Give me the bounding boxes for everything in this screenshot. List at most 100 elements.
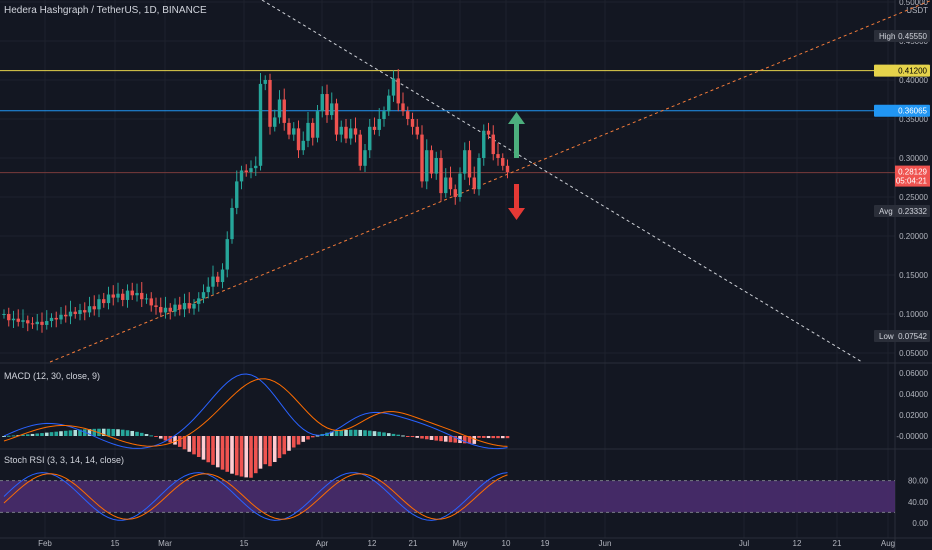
- candle-body: [64, 314, 68, 317]
- down-arrow-head: [508, 208, 525, 220]
- macd-histogram-bar: [40, 433, 44, 436]
- signal-line: [3, 378, 508, 447]
- candle-body: [439, 158, 443, 194]
- candle-body: [330, 103, 334, 116]
- candle-body: [444, 177, 448, 194]
- macd-histogram-bar: [87, 429, 92, 436]
- macd-histogram-bar: [344, 429, 348, 436]
- candle-body: [78, 310, 82, 314]
- candle-body: [144, 298, 149, 300]
- macd-histogram-bar: [334, 430, 339, 436]
- svg-text:Avg: Avg: [879, 207, 893, 216]
- stoch-tick: 80.00: [908, 477, 929, 486]
- macd-histogram-bar: [424, 436, 429, 440]
- macd-histogram-bar: [73, 429, 78, 436]
- svg-text:0.36065: 0.36065: [898, 107, 927, 116]
- macd-histogram-bar: [268, 436, 272, 467]
- time-tick: 12: [368, 539, 377, 548]
- macd-histogram-bar: [405, 436, 410, 437]
- candle-body: [292, 128, 296, 135]
- candle-body: [35, 321, 39, 325]
- macd-histogram-bar: [211, 436, 215, 465]
- candle-body: [239, 170, 244, 182]
- macd-histogram-bar: [244, 436, 249, 478]
- candle-body: [415, 126, 419, 135]
- candle-body: [368, 126, 372, 151]
- stoch-k-line: [3, 472, 508, 521]
- svg-text:High: High: [879, 32, 895, 41]
- macd-histogram-bar: [315, 435, 320, 437]
- macd-histogram-bar: [206, 436, 211, 463]
- macd-histogram-bar: [92, 428, 97, 436]
- candle-body: [486, 130, 491, 135]
- macd-histogram-bar: [125, 430, 130, 436]
- macd-histogram-bar: [196, 436, 201, 457]
- macd-histogram-bar: [282, 436, 287, 455]
- stoch-tick: 0.00: [912, 519, 928, 528]
- candle-body: [106, 294, 111, 304]
- candle-body: [173, 304, 177, 312]
- macd-histogram-bar: [363, 430, 367, 436]
- down-arrow-shaft: [514, 184, 519, 210]
- candle-body: [111, 294, 115, 298]
- macd-tick: 0.02000: [899, 411, 928, 420]
- macd-histogram-bar: [382, 432, 386, 436]
- macd-tick: 0.04000: [899, 390, 928, 399]
- candle-body: [425, 150, 429, 182]
- macd-histogram-bar: [263, 436, 268, 465]
- macd-histogram-bar: [367, 430, 372, 436]
- candle-body: [130, 290, 134, 296]
- macd-histogram-bar: [420, 436, 424, 439]
- time-tick: May: [452, 539, 467, 548]
- candle-body: [277, 99, 282, 118]
- candle-body: [463, 150, 467, 174]
- macd-histogram-bar: [467, 436, 472, 444]
- macd-histogram-bar: [277, 436, 282, 459]
- macd-histogram-bar: [472, 436, 477, 444]
- time-tick: Aug: [881, 539, 895, 548]
- stoch-band: [0, 480, 895, 513]
- candle-body: [73, 311, 77, 314]
- macd-histogram-bar: [6, 435, 11, 437]
- candle-body: [372, 126, 377, 130]
- svg-text:0.28129: 0.28129: [898, 168, 927, 177]
- candle-body: [472, 177, 476, 190]
- macd-histogram-bar: [230, 436, 234, 474]
- macd-histogram-bar: [272, 436, 277, 463]
- macd-histogram-bar: [505, 436, 510, 439]
- macd-histogram-bar: [306, 436, 310, 440]
- stoch-tick: 40.00: [908, 498, 929, 507]
- candle-body: [220, 269, 225, 283]
- candle-body: [40, 321, 44, 325]
- macd-histogram-bar: [30, 433, 35, 436]
- macd-histogram-bar: [477, 436, 481, 438]
- candle-body: [140, 292, 144, 300]
- candle-body: [311, 122, 315, 138]
- macd-histogram-bar: [448, 436, 453, 443]
- macd-histogram-bar: [11, 435, 16, 437]
- macd-histogram-bar: [372, 431, 377, 436]
- candle-body: [477, 158, 481, 190]
- candle-body: [387, 95, 391, 112]
- up-arrow-shaft: [514, 122, 519, 158]
- time-tick: 21: [409, 539, 418, 548]
- candle-body: [149, 298, 153, 306]
- macd-histogram-bar: [234, 436, 239, 476]
- candle-body: [192, 303, 196, 309]
- macd-histogram-bar: [59, 431, 63, 436]
- candle-body: [83, 310, 87, 313]
- macd-histogram-bar: [500, 436, 505, 439]
- macd-label: MACD (12, 30, close, 9): [4, 371, 101, 381]
- stoch-d-line: [3, 473, 508, 520]
- svg-text:0.45550: 0.45550: [898, 32, 927, 41]
- macd-histogram-bar: [35, 433, 40, 436]
- macd-histogram-bar: [401, 435, 405, 437]
- candle-body: [197, 298, 201, 304]
- candle-body: [420, 134, 424, 182]
- candle-body: [263, 80, 267, 84]
- candle-body: [30, 323, 35, 325]
- price-tick: 0.05000: [899, 349, 928, 358]
- candle-body: [87, 306, 92, 313]
- candle-body: [244, 170, 248, 173]
